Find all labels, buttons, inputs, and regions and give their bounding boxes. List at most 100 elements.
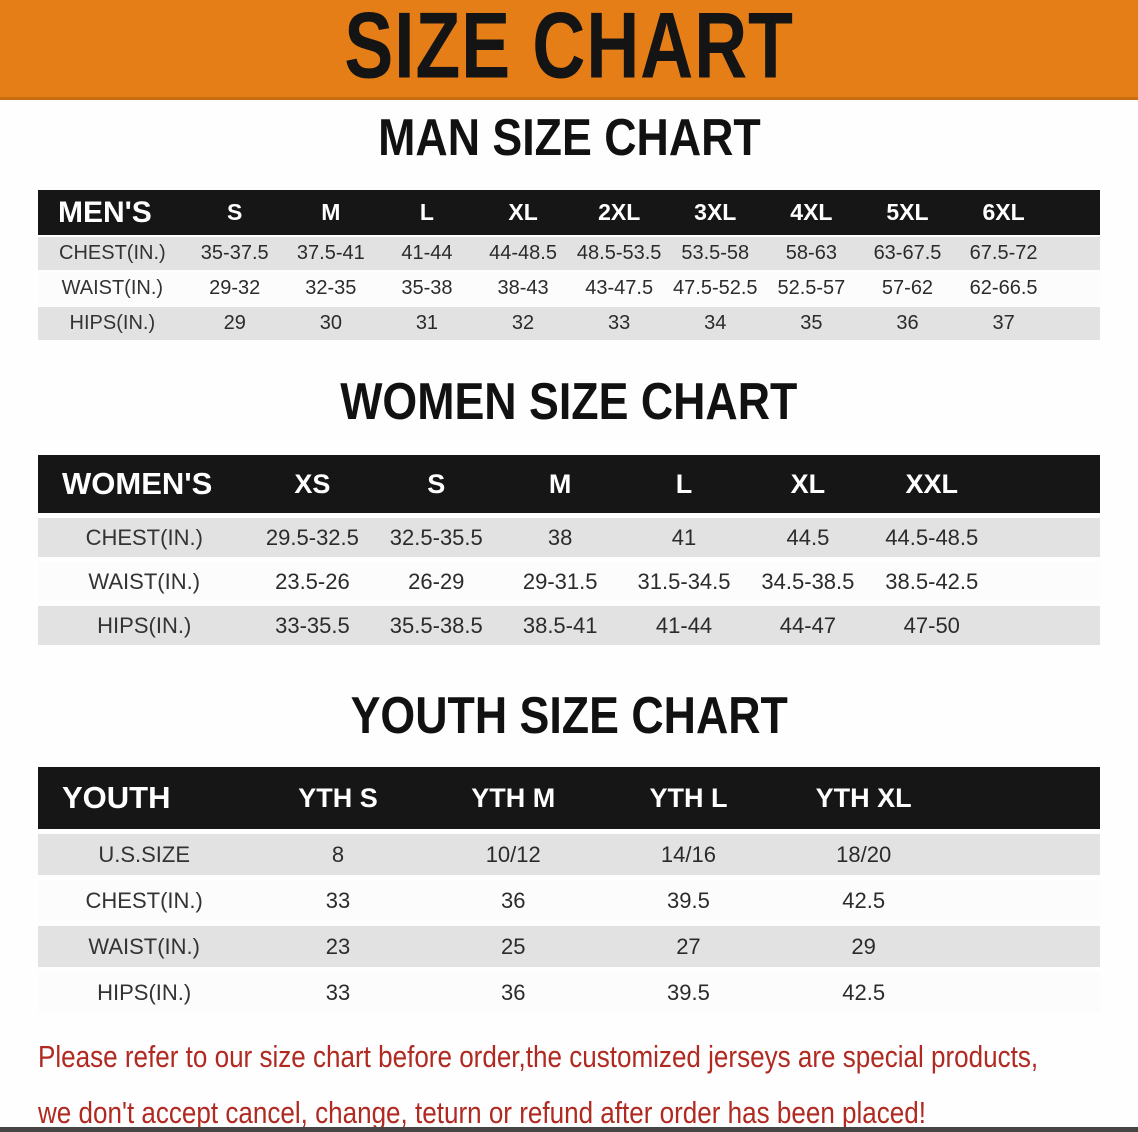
column-header: YTH XL — [776, 767, 952, 829]
size-value: 29.5-32.5 — [265, 524, 359, 550]
table-header-row: MEN'S S M L XL 2XL 3XL 4XL 5XL 6XL — [38, 190, 1100, 235]
row-label: HIPS(IN.) — [69, 312, 156, 334]
sections: MAN SIZE CHART MEN'S S M L XL 2XL 3XL 4XL 5XL 6XL… — [0, 100, 1138, 1018]
size-value: 41-44 — [401, 242, 453, 264]
size-value: 47-50 — [903, 612, 960, 638]
size-value: 42.5 — [842, 887, 886, 913]
row-filler — [951, 880, 1100, 921]
header-filler — [1051, 190, 1100, 235]
column-header: YTH L — [600, 767, 777, 829]
size-value: 29 — [223, 312, 246, 334]
size-value: 44.5-48.5 — [885, 524, 979, 550]
size-chart-section: WOMEN SIZE CHART WOMEN'S XS S M L XL XXL CHEST… — [38, 342, 1100, 650]
size-value: 33 — [608, 312, 631, 334]
size-value: 67.5-72 — [969, 242, 1038, 264]
table-row: CHEST(IN.) 29.5-32.5 32.5-35.5 38 41 44.5 44.5… — [38, 518, 1100, 557]
row-filler — [1052, 237, 1100, 270]
size-value: 18/20 — [836, 841, 892, 867]
banner-title: SIZE CHART — [344, 0, 794, 98]
row-label: HIPS(IN.) — [97, 612, 192, 638]
size-value: 29-31.5 — [522, 568, 598, 594]
table-row: CHEST(IN.) 35-37.5 37.5-41 41-44 44-48.5 48.5… — [38, 237, 1100, 270]
column-header: S — [186, 190, 283, 235]
row-filler — [951, 834, 1100, 875]
column-header: M — [498, 455, 623, 513]
size-value: 36 — [896, 312, 919, 334]
size-value: 48.5-53.5 — [576, 242, 662, 264]
column-header: 2XL — [571, 190, 668, 235]
column-header: XXL — [869, 455, 994, 513]
section-heading: WOMEN SIZE CHART — [340, 373, 798, 431]
row-filler — [994, 562, 1100, 601]
size-value: 37 — [992, 312, 1015, 334]
size-table: YOUTH YTH S YTH M YTH L YTH XL U.S.SIZE 8 10/1… — [38, 762, 1100, 1018]
column-header: S — [374, 455, 499, 513]
table-row: WAIST(IN.) 23 25 27 29 — [38, 926, 1100, 967]
size-value: 32-35 — [305, 277, 357, 299]
table-group-label: MEN'S — [38, 190, 187, 235]
size-value: 33 — [325, 979, 351, 1005]
size-value: 63-67.5 — [873, 242, 942, 264]
row-label: CHEST(IN.) — [59, 242, 166, 264]
size-value: 38.5-41 — [522, 612, 598, 638]
table-row: HIPS(IN.) 33 36 39.5 42.5 — [38, 972, 1100, 1013]
size-value: 58-63 — [785, 242, 837, 264]
size-value: 62-66.5 — [969, 277, 1038, 299]
banner: SIZE CHART — [0, 0, 1138, 100]
row-filler — [1052, 272, 1100, 305]
size-value: 39.5 — [667, 979, 710, 1005]
section-heading: YOUTH SIZE CHART — [350, 687, 788, 745]
size-value: 34.5-38.5 — [761, 568, 855, 594]
row-label: U.S.SIZE — [98, 841, 191, 867]
size-chart-section: MAN SIZE CHART MEN'S S M L XL 2XL 3XL 4XL 5XL 6XL… — [38, 100, 1100, 342]
column-header: L — [622, 455, 746, 513]
row-label: HIPS(IN.) — [97, 979, 192, 1005]
size-value: 52.5-57 — [777, 277, 846, 299]
column-header: L — [378, 190, 475, 235]
size-value: 41-44 — [655, 612, 713, 638]
table-header-row: YOUTH YTH S YTH M YTH L YTH XL — [38, 767, 1100, 829]
column-header: YTH M — [425, 767, 601, 829]
size-value: 8 — [331, 841, 345, 867]
size-value: 33-35.5 — [275, 612, 350, 638]
table-group-label: WOMEN'S — [38, 455, 251, 513]
row-label: WAIST(IN.) — [61, 277, 164, 299]
disclaimer-line: we don't accept cancel, change, teturn o… — [38, 1088, 1138, 1132]
row-filler — [951, 926, 1100, 967]
size-value: 27 — [676, 933, 701, 959]
table-row: HIPS(IN.) 33-35.5 35.5-38.5 38.5-41 41-44 44-… — [38, 606, 1100, 645]
size-value: 25 — [500, 933, 526, 959]
row-label: WAIST(IN.) — [88, 568, 201, 594]
size-value: 38-43 — [497, 277, 549, 299]
size-value: 23 — [325, 933, 351, 959]
size-value: 31 — [415, 312, 439, 334]
size-value: 29 — [851, 933, 876, 959]
header-filler — [951, 767, 1100, 829]
column-header: XL — [475, 190, 572, 235]
size-value: 32.5-35.5 — [389, 524, 483, 550]
table-row: WAIST(IN.) 23.5-26 26-29 29-31.5 31.5-34.5 34… — [38, 562, 1100, 601]
table-row: HIPS(IN.) 29 30 31 32 33 34 35 36 37 — [38, 307, 1100, 340]
size-value: 26-29 — [408, 568, 465, 594]
size-value: 44-47 — [779, 612, 837, 638]
size-value: 10/12 — [485, 841, 541, 867]
size-value: 30 — [319, 312, 342, 334]
disclaimer-line1-text: Please refer to our size chart before or… — [38, 1039, 1039, 1074]
disclaimer-line2-text: we don't accept cancel, change, teturn o… — [38, 1095, 927, 1130]
table-row: U.S.SIZE 8 10/12 14/16 18/20 — [38, 834, 1100, 875]
column-header: 4XL — [763, 190, 860, 235]
size-value: 36 — [500, 979, 526, 1005]
size-value: 44.5 — [786, 524, 830, 550]
size-value: 14/16 — [660, 841, 716, 867]
size-value: 53.5-58 — [681, 242, 750, 264]
size-value: 35-38 — [401, 277, 453, 299]
column-header: XL — [745, 455, 870, 513]
size-value: 23.5-26 — [275, 568, 350, 594]
row-label: WAIST(IN.) — [88, 933, 200, 959]
size-value: 35 — [800, 312, 823, 334]
table-row: CHEST(IN.) 33 36 39.5 42.5 — [38, 880, 1100, 921]
column-header: XS — [250, 455, 375, 513]
size-value: 44-48.5 — [489, 242, 557, 264]
column-header: YTH S — [250, 767, 426, 829]
